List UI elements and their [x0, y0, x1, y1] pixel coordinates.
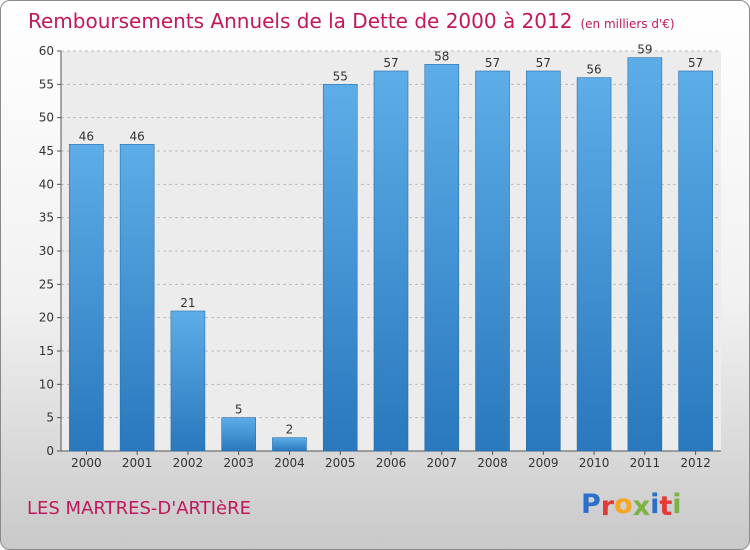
logo-letter: P: [581, 489, 601, 520]
x-tick-label: 2012: [680, 456, 711, 470]
x-tick-label: 2003: [223, 456, 254, 470]
x-tick-label: 2002: [173, 456, 204, 470]
bar-value-label: 2: [286, 423, 294, 437]
logo-letter: x: [632, 491, 651, 522]
x-tick-label: 2011: [630, 456, 661, 470]
y-tick-label: 50: [39, 111, 54, 125]
x-tick-label: 2000: [71, 456, 102, 470]
y-tick-label: 35: [39, 211, 54, 225]
bar-value-label: 57: [485, 56, 500, 70]
x-tick-label: 2005: [325, 456, 356, 470]
bar: [221, 417, 256, 452]
y-tick-label: 40: [39, 177, 54, 191]
bar: [627, 57, 663, 452]
bar: [576, 77, 612, 452]
x-tick-label: 2008: [477, 456, 508, 470]
chart-unit-label: (en milliers d'€): [580, 17, 675, 31]
bar-value-label: 21: [180, 296, 195, 310]
y-tick-label: 60: [39, 44, 54, 58]
commune-name: LES MARTRES-D'ARTIèRE: [27, 498, 251, 519]
y-tick-label: 10: [39, 377, 54, 391]
bar: [526, 70, 561, 452]
bar-value-label: 59: [637, 43, 652, 57]
chart-title: Remboursements Annuels de la Dette de 20…: [28, 9, 675, 33]
y-tick-label: 25: [39, 277, 54, 291]
x-tick-label: 2010: [579, 456, 610, 470]
proxiti-logo[interactable]: Proxiti: [581, 489, 682, 522]
y-tick-label: 15: [39, 344, 54, 358]
bar: [69, 144, 104, 452]
bar: [119, 144, 155, 452]
bar: [272, 437, 307, 452]
logo-letter: o: [614, 489, 633, 520]
y-tick-label: 55: [39, 77, 54, 91]
bar-value-label: 57: [536, 56, 551, 70]
bar: [322, 84, 358, 452]
x-tick-label: 2006: [376, 456, 407, 470]
x-tick-label: 2001: [122, 456, 153, 470]
bar-value-label: 46: [79, 129, 94, 143]
x-tick-label: 2004: [274, 456, 305, 470]
logo-letter: r: [600, 491, 615, 522]
y-tick-label: 5: [46, 411, 54, 425]
y-tick-label: 30: [39, 244, 54, 258]
bar: [170, 310, 206, 452]
x-tick-label: 2009: [528, 456, 559, 470]
x-tick-label: 2007: [426, 456, 457, 470]
y-tick-label: 0: [46, 444, 54, 458]
y-tick-label: 45: [39, 144, 54, 158]
bar-value-label: 58: [434, 49, 449, 63]
chart-title-text: Remboursements Annuels de la Dette de 20…: [28, 9, 573, 33]
bar: [475, 70, 510, 452]
logo-letter: i: [650, 489, 660, 520]
bar-value-label: 46: [130, 129, 145, 143]
bar-value-label: 57: [688, 56, 703, 70]
bar: [678, 70, 713, 452]
bar-value-label: 56: [586, 63, 601, 77]
logo-letter: t: [659, 491, 673, 522]
bar-value-label: 57: [383, 56, 398, 70]
logo-letter: i: [672, 489, 682, 520]
bar-value-label: 5: [235, 403, 243, 417]
y-tick-label: 20: [39, 311, 54, 325]
bar-value-label: 55: [333, 69, 348, 83]
bar: [373, 70, 409, 452]
bar: [424, 64, 460, 452]
